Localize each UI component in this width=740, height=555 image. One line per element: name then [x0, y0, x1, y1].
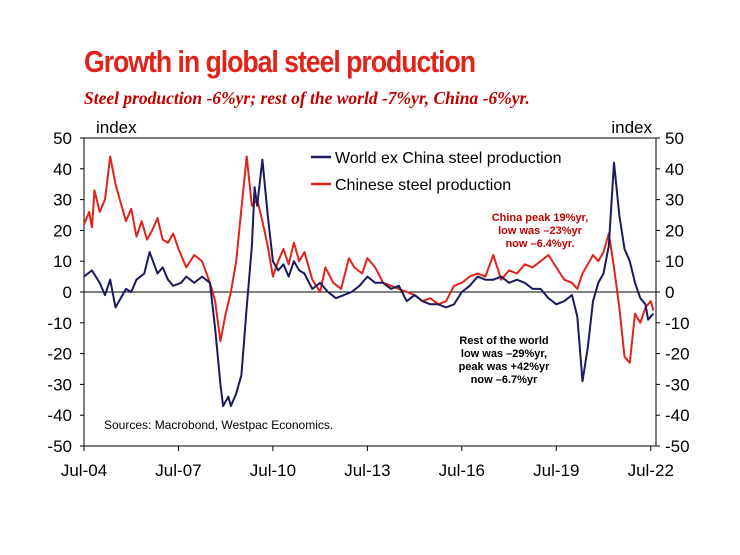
y-tick-label-right: -30 [665, 375, 690, 394]
y-tick-label-left: 50 [53, 129, 72, 148]
rest-of-world-annotation-line: Rest of the world [459, 335, 548, 347]
y-tick-label-left: -10 [47, 314, 72, 333]
y-tick-label-right: 30 [665, 191, 684, 210]
series-line-china [83, 155, 655, 364]
china-annotation-line: low was –23%yr [498, 225, 582, 237]
x-tick-label: Jul-07 [155, 461, 201, 480]
x-tick-label: Jul-04 [61, 461, 107, 480]
x-tick-label: Jul-16 [439, 461, 485, 480]
china-annotation-line: now –6.4%yr. [505, 238, 574, 250]
y-tick-label-left: 0 [63, 283, 72, 302]
y-tick-label-right: 20 [665, 221, 684, 240]
y-tick-label-left: -40 [47, 406, 72, 425]
y-tick-label-right: 10 [665, 252, 684, 271]
chart-title: Growth in global steel production [84, 44, 476, 79]
y-tick-label-right: 0 [665, 283, 674, 302]
y-tick-label-left: 30 [53, 191, 72, 210]
y-tick-label-right: -50 [665, 437, 690, 456]
chart-legend: World ex China steel production Chinese s… [311, 150, 562, 194]
x-tick-label: Jul-13 [344, 461, 390, 480]
chart-axes: 50 50 40 40 30 30 20 20 10 10 0 0 -10 -10 -20 -20 -30 -30… [47, 118, 689, 480]
y-tick-label-left: 40 [53, 160, 72, 179]
y-tick-label-left: -50 [47, 437, 72, 456]
y-tick-label-right: 50 [665, 129, 684, 148]
x-tick-label: Jul-10 [250, 461, 296, 480]
chart-lines [83, 155, 655, 407]
legend-label: Chinese steel production [335, 177, 511, 194]
chart-subtitle: Steel production -6%yr; rest of the worl… [84, 88, 530, 108]
x-tick-label: Jul-19 [533, 461, 579, 480]
x-tick-label: Jul-22 [628, 461, 674, 480]
y-tick-label-right: -20 [665, 345, 690, 364]
right-axis-unit: index [611, 118, 652, 137]
y-tick-label-right: -10 [665, 314, 690, 333]
rest-of-world-annotation-line: peak was +42%yr [459, 361, 551, 373]
left-axis-unit: index [96, 118, 137, 137]
rest-of-world-annotation-line: now –6.7%yr [471, 374, 538, 386]
china-annotation-line: China peak 19%yr, [492, 212, 589, 224]
y-tick-label-left: -20 [47, 345, 72, 364]
y-tick-label-right: -40 [665, 406, 690, 425]
series-line-world-ex-china [83, 158, 655, 407]
source-note: Sources: Macrobond, Westpac Economics. [104, 418, 333, 432]
y-tick-label-left: 10 [53, 252, 72, 271]
legend-label: World ex China steel production [335, 150, 562, 167]
y-tick-label-left: 20 [53, 221, 72, 240]
y-tick-label-left: -30 [47, 375, 72, 394]
y-tick-label-right: 40 [665, 160, 684, 179]
rest-of-world-annotation-line: low was –29%yr, [461, 348, 547, 360]
